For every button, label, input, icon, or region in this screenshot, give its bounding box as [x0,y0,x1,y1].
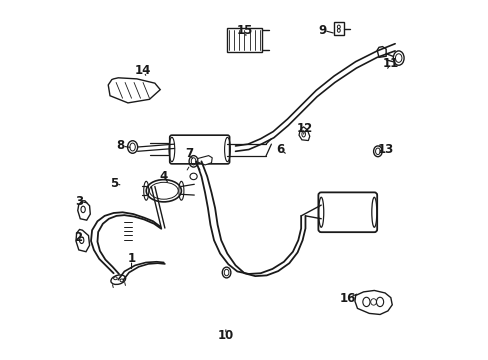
Text: 12: 12 [296,122,312,135]
Polygon shape [198,156,212,165]
Text: 9: 9 [318,24,326,37]
Polygon shape [298,127,309,140]
Text: 11: 11 [382,57,398,70]
Polygon shape [354,291,391,315]
Text: 5: 5 [110,177,119,190]
Text: 1: 1 [127,252,135,265]
Text: 4: 4 [160,170,167,183]
Text: 6: 6 [276,143,284,156]
Text: 3: 3 [75,195,83,208]
Text: 2: 2 [74,231,81,244]
FancyBboxPatch shape [169,135,229,164]
FancyBboxPatch shape [318,192,376,232]
Polygon shape [376,46,386,57]
Polygon shape [226,28,262,52]
Text: 14: 14 [135,64,151,77]
Text: 10: 10 [217,329,233,342]
Polygon shape [76,229,89,252]
Text: 8: 8 [117,139,124,152]
Text: 13: 13 [377,143,393,156]
Text: 16: 16 [339,292,355,305]
Polygon shape [108,78,160,103]
Text: 15: 15 [237,24,253,37]
Text: 7: 7 [184,147,193,159]
Polygon shape [78,201,90,220]
Polygon shape [333,22,344,35]
